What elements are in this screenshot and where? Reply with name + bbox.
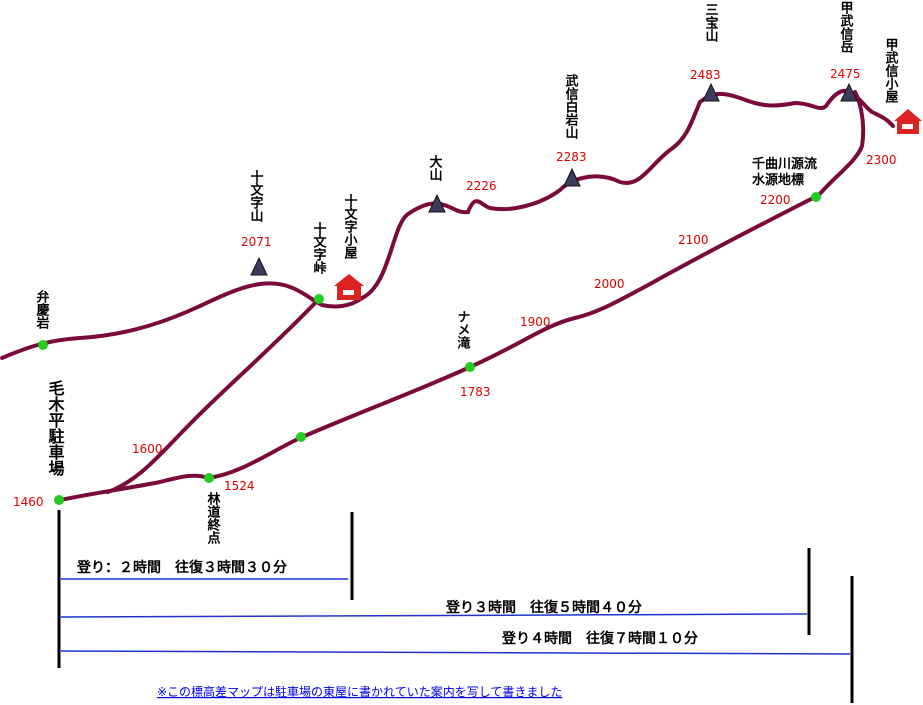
jumonjiyama-peak-icon <box>250 256 268 276</box>
time-line-3 <box>58 650 851 655</box>
elev-namedaki: 1783 <box>460 385 491 399</box>
label-oyama: 大山 <box>427 154 443 182</box>
kobushi-hut-icon <box>894 109 922 134</box>
elev-oyama-side: 2226 <box>466 179 497 193</box>
label-parking: 毛木平駐車場 <box>46 379 66 477</box>
jumonji-toge-point <box>314 294 324 304</box>
label-source-marker: 水源地標 <box>752 172 804 188</box>
elev-kobushi-dake: 2475 <box>830 67 861 81</box>
mid-valley-point <box>296 432 306 442</box>
source-point <box>811 192 821 202</box>
time-label-1: 登り：２時間 往復３時間３０分 <box>76 559 287 576</box>
elev-1900: 1900 <box>520 315 551 329</box>
elev-parking: 1460 <box>13 495 44 509</box>
bengeiwa-point <box>38 340 48 350</box>
elev-rindo-end: 1524 <box>224 479 255 493</box>
elev-source: 2200 <box>760 193 791 207</box>
elev-bushin-shiraiwa: 2283 <box>556 150 587 164</box>
elev-2000: 2000 <box>594 277 625 291</box>
elev-kobushi-goya: 2300 <box>866 153 897 167</box>
elev-1600: 1600 <box>132 442 163 456</box>
elev-2100: 2100 <box>678 233 709 247</box>
label-source: 千曲川源流 <box>752 156 817 172</box>
oyama-peak-icon <box>428 193 446 213</box>
kobushi-peak-icon <box>840 82 858 102</box>
time-label-3: 登り４時間 往復７時間１０分 <box>501 630 698 647</box>
label-bengeiwa: 弁慶岩 <box>34 289 51 330</box>
namedaki-point <box>465 362 475 372</box>
label-namedaki: ナメ滝 <box>455 310 471 350</box>
elev-jumonjiyama: 2071 <box>241 235 272 249</box>
time-line-2 <box>58 613 808 618</box>
descent-trail-kobushi <box>816 90 866 198</box>
label-sanpozan: 三宝山 <box>703 3 719 43</box>
label-kobushi-dake: 甲武信岳 <box>838 1 854 54</box>
parking-point <box>54 495 64 505</box>
toge-trail <box>106 298 320 494</box>
label-jumonjiyama: 十文字山 <box>248 169 264 223</box>
jumonji-hut-icon <box>334 274 364 300</box>
rindo-end-point <box>204 473 214 483</box>
sanpozan-peak-icon <box>702 82 720 102</box>
bushin-shiraiwa-peak-icon <box>563 167 581 187</box>
ridge-trail-west <box>0 281 364 360</box>
label-rindo-end: 林道終点 <box>205 491 221 545</box>
elev-sanpozan: 2483 <box>690 68 721 82</box>
label-bushin-shiraiwa: 武信白岩山 <box>563 73 580 140</box>
time-label-2: 登り３時間 往復５時間４０分 <box>445 599 642 616</box>
valley-trail <box>58 195 817 502</box>
label-kobushi-goya: 甲武信小屋 <box>883 38 899 104</box>
label-jumonji-goya: 十文字小屋 <box>342 193 358 260</box>
note-link[interactable]: ※この標高差マップは駐車場の東屋に書かれていた案内を写して書きました <box>157 684 562 699</box>
label-jumonji-toge: 十文字峠 <box>311 221 327 275</box>
